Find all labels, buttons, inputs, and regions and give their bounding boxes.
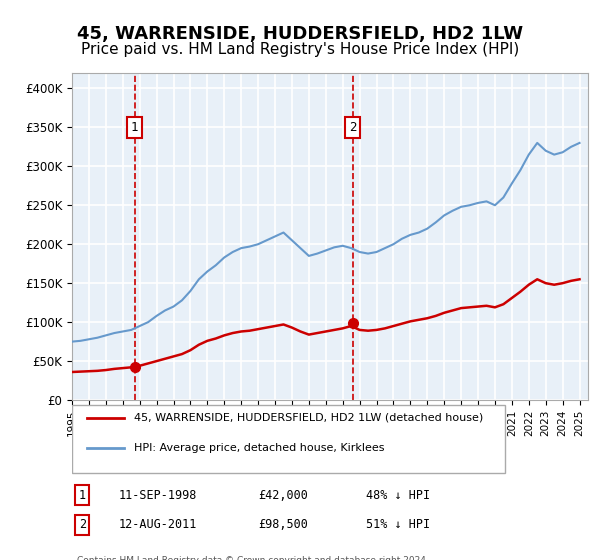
Text: 11-SEP-1998: 11-SEP-1998 bbox=[118, 489, 197, 502]
Text: £98,500: £98,500 bbox=[258, 519, 308, 531]
Text: HPI: Average price, detached house, Kirklees: HPI: Average price, detached house, Kirk… bbox=[134, 442, 385, 452]
Text: 51% ↓ HPI: 51% ↓ HPI bbox=[366, 519, 430, 531]
Text: 45, WARRENSIDE, HUDDERSFIELD, HD2 1LW (detached house): 45, WARRENSIDE, HUDDERSFIELD, HD2 1LW (d… bbox=[134, 413, 483, 423]
FancyBboxPatch shape bbox=[72, 404, 505, 473]
Text: Price paid vs. HM Land Registry's House Price Index (HPI): Price paid vs. HM Land Registry's House … bbox=[81, 42, 519, 57]
Text: 1: 1 bbox=[79, 489, 86, 502]
Text: Contains HM Land Registry data © Crown copyright and database right 2024.
This d: Contains HM Land Registry data © Crown c… bbox=[77, 556, 429, 560]
Text: 2: 2 bbox=[349, 121, 356, 134]
Text: 2: 2 bbox=[79, 519, 86, 531]
Text: 48% ↓ HPI: 48% ↓ HPI bbox=[366, 489, 430, 502]
Text: 12-AUG-2011: 12-AUG-2011 bbox=[118, 519, 197, 531]
Text: 1: 1 bbox=[131, 121, 139, 134]
Text: £42,000: £42,000 bbox=[258, 489, 308, 502]
Text: 45, WARRENSIDE, HUDDERSFIELD, HD2 1LW: 45, WARRENSIDE, HUDDERSFIELD, HD2 1LW bbox=[77, 25, 523, 43]
